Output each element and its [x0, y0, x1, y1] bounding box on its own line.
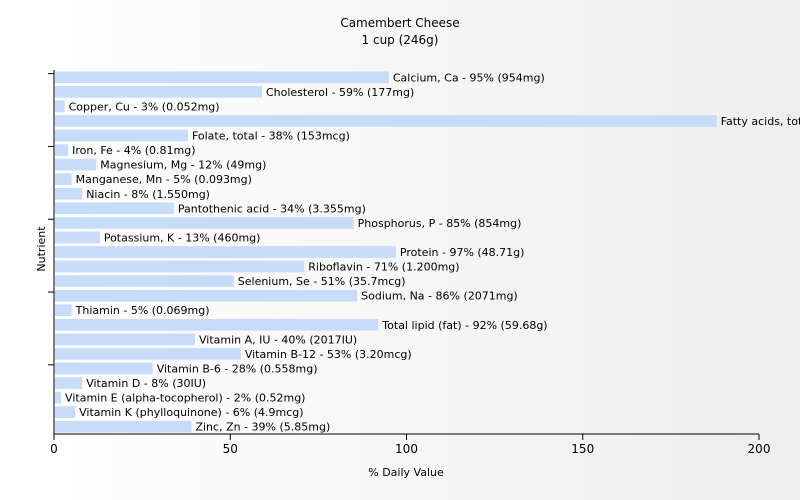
y-axis-title: Nutrient	[35, 226, 48, 272]
bar	[55, 100, 65, 113]
bar-label: Vitamin A, IU - 40% (2017IU)	[199, 333, 357, 346]
bar-label: Protein - 97% (48.71g)	[400, 246, 525, 259]
bar-label: Calcium, Ca - 95% (954mg)	[393, 71, 545, 84]
bar-label: Vitamin B-12 - 53% (3.20mcg)	[245, 348, 412, 361]
bar-label: Niacin - 8% (1.550mg)	[86, 188, 210, 201]
bar	[55, 348, 241, 360]
bar-label: Fatty acids, total saturated - 188% (37.…	[721, 115, 800, 128]
bar	[55, 362, 153, 375]
bar-label: Sodium, Na - 86% (2071mg)	[361, 290, 518, 303]
bar	[55, 406, 76, 418]
bar	[55, 289, 358, 302]
bar-label: Zinc, Zn - 39% (5.85mg)	[195, 421, 330, 434]
bar-label: Thiamin - 5% (0.069mg)	[75, 304, 210, 317]
bar	[55, 217, 354, 229]
x-tick-label: 100	[395, 442, 418, 456]
bar-label: Manganese, Mn - 5% (0.093mg)	[76, 173, 252, 186]
bar	[55, 246, 396, 258]
bar	[55, 260, 305, 273]
bar-label: Vitamin D - 8% (30IU)	[86, 377, 206, 390]
bar-label: Vitamin B-6 - 28% (0.558mg)	[157, 362, 318, 375]
x-tick-label: 150	[571, 442, 594, 456]
x-tick-label: 200	[748, 442, 771, 456]
bar	[55, 129, 188, 142]
bar-label: Cholesterol - 59% (177mg)	[266, 86, 414, 99]
bar	[55, 304, 72, 317]
bar	[55, 86, 262, 98]
bar	[55, 158, 97, 171]
bar	[55, 71, 389, 84]
bar-label: Magnesium, Mg - 12% (49mg)	[100, 159, 266, 172]
bar	[55, 275, 234, 287]
x-axis-title: % Daily Value	[368, 466, 444, 479]
bar-label: Pantothenic acid - 34% (3.355mg)	[178, 202, 366, 215]
bar-label: Potassium, K - 13% (460mg)	[104, 231, 261, 244]
bar	[55, 144, 69, 156]
bar	[55, 231, 100, 244]
bar	[55, 318, 379, 331]
bar-label: Vitamin K (phylloquinone) - 6% (4.9mcg)	[79, 406, 303, 419]
bar	[55, 187, 83, 200]
x-tick-label: 50	[223, 442, 238, 456]
bar-label: Copper, Cu - 3% (0.052mg)	[69, 100, 220, 113]
bar	[55, 420, 192, 433]
bar-label: Riboflavin - 71% (1.200mg)	[308, 261, 459, 274]
bar-label: Iron, Fe - 4% (0.81mg)	[72, 144, 195, 157]
chart-subtitle: 1 cup (246g)	[362, 33, 439, 47]
plot-area: Calcium, Ca - 95% (954mg) Cholesterol - 5…	[48, 70, 800, 456]
bar-label: Vitamin E (alpha-tocopherol) - 2% (0.52m…	[65, 392, 305, 405]
bar	[55, 377, 83, 389]
bar	[55, 391, 62, 404]
bar-label: Phosphorus, P - 85% (854mg)	[358, 217, 522, 230]
bar-label: Selenium, Se - 51% (35.7mcg)	[238, 275, 406, 288]
bar	[55, 333, 195, 346]
x-tick-label: 0	[50, 442, 58, 456]
bar	[55, 173, 72, 186]
bar	[55, 115, 717, 127]
bar	[55, 202, 174, 215]
bar-label: Folate, total - 38% (153mcg)	[192, 130, 350, 143]
bar-label: Total lipid (fat) - 92% (59.68g)	[381, 319, 547, 332]
chart-title: Camembert Cheese	[340, 16, 459, 30]
